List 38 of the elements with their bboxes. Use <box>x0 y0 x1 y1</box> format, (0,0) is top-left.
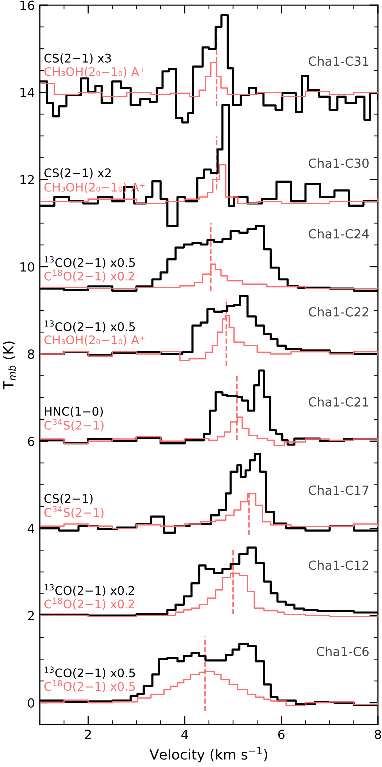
series-label: C$^{34}$S(2−1) <box>44 506 104 519</box>
x-tick-label: 2 <box>85 730 92 740</box>
series-label: C$^{34}$S(2−1) <box>44 419 104 432</box>
x-tick-label: 8 <box>375 730 382 740</box>
annotation: Cha1-C12 <box>309 560 368 570</box>
y-tick-label: 10 <box>20 262 34 272</box>
x-tick-label: 4 <box>182 730 188 740</box>
annotation: Cha1-C17 <box>309 485 369 496</box>
y-axis-title: T$_{mb}$ (K) <box>3 342 16 390</box>
y-tick-label: 4 <box>28 524 35 534</box>
series-label: CS(2−1) <box>44 494 93 505</box>
annotation: Cha1-C22 <box>309 307 368 317</box>
series-label: CH₃OH(2₀−1₀) A⁺ <box>44 335 145 346</box>
y-tick-label: 16 <box>20 0 34 10</box>
annotation: Cha1-C21 <box>309 397 369 407</box>
series-label: $^{13}$CO(2−1) x0.5 <box>44 320 136 333</box>
y-tick-label: 6 <box>28 436 34 446</box>
annotation: Cha1-C24 <box>309 229 370 239</box>
series-label: C$^{18}$O(2−1) x0.2 <box>44 598 134 610</box>
series-label: CS(2−1) x3 <box>44 54 112 64</box>
y-tick-label: 0 <box>28 698 34 708</box>
series-label: C$^{18}$O(2−1) x0.2 <box>44 270 134 282</box>
x-axis-title: Velocity (km s$^{−1}$) <box>150 747 268 763</box>
annotation: Cha1-C30 <box>309 158 369 168</box>
series-label: CS(2−1) x2 <box>44 168 111 179</box>
series-label: C$^{18}$O(2−1) x0.5 <box>44 680 136 693</box>
series-label: CH₃OH(2₀−1₀) A⁺ <box>44 67 145 78</box>
series-label: $^{13}$CO(2−1) x0.5 <box>44 666 136 680</box>
annotation: Cha1-C6 <box>316 646 369 656</box>
y-tick-label: 2 <box>28 611 34 621</box>
series-label: $^{13}$CO(2−1) x0.2 <box>44 584 134 597</box>
annotation: Cha1-C31 <box>309 56 369 66</box>
series-label: $^{13}$CO(2−1) x0.5 <box>44 256 136 269</box>
x-tick-label: 6 <box>278 730 285 740</box>
y-tick-label: 12 <box>20 175 34 185</box>
y-tick-label: 8 <box>28 350 34 360</box>
series-label: HNC(1−0) <box>45 406 104 418</box>
y-tick-label: 14 <box>20 88 35 98</box>
